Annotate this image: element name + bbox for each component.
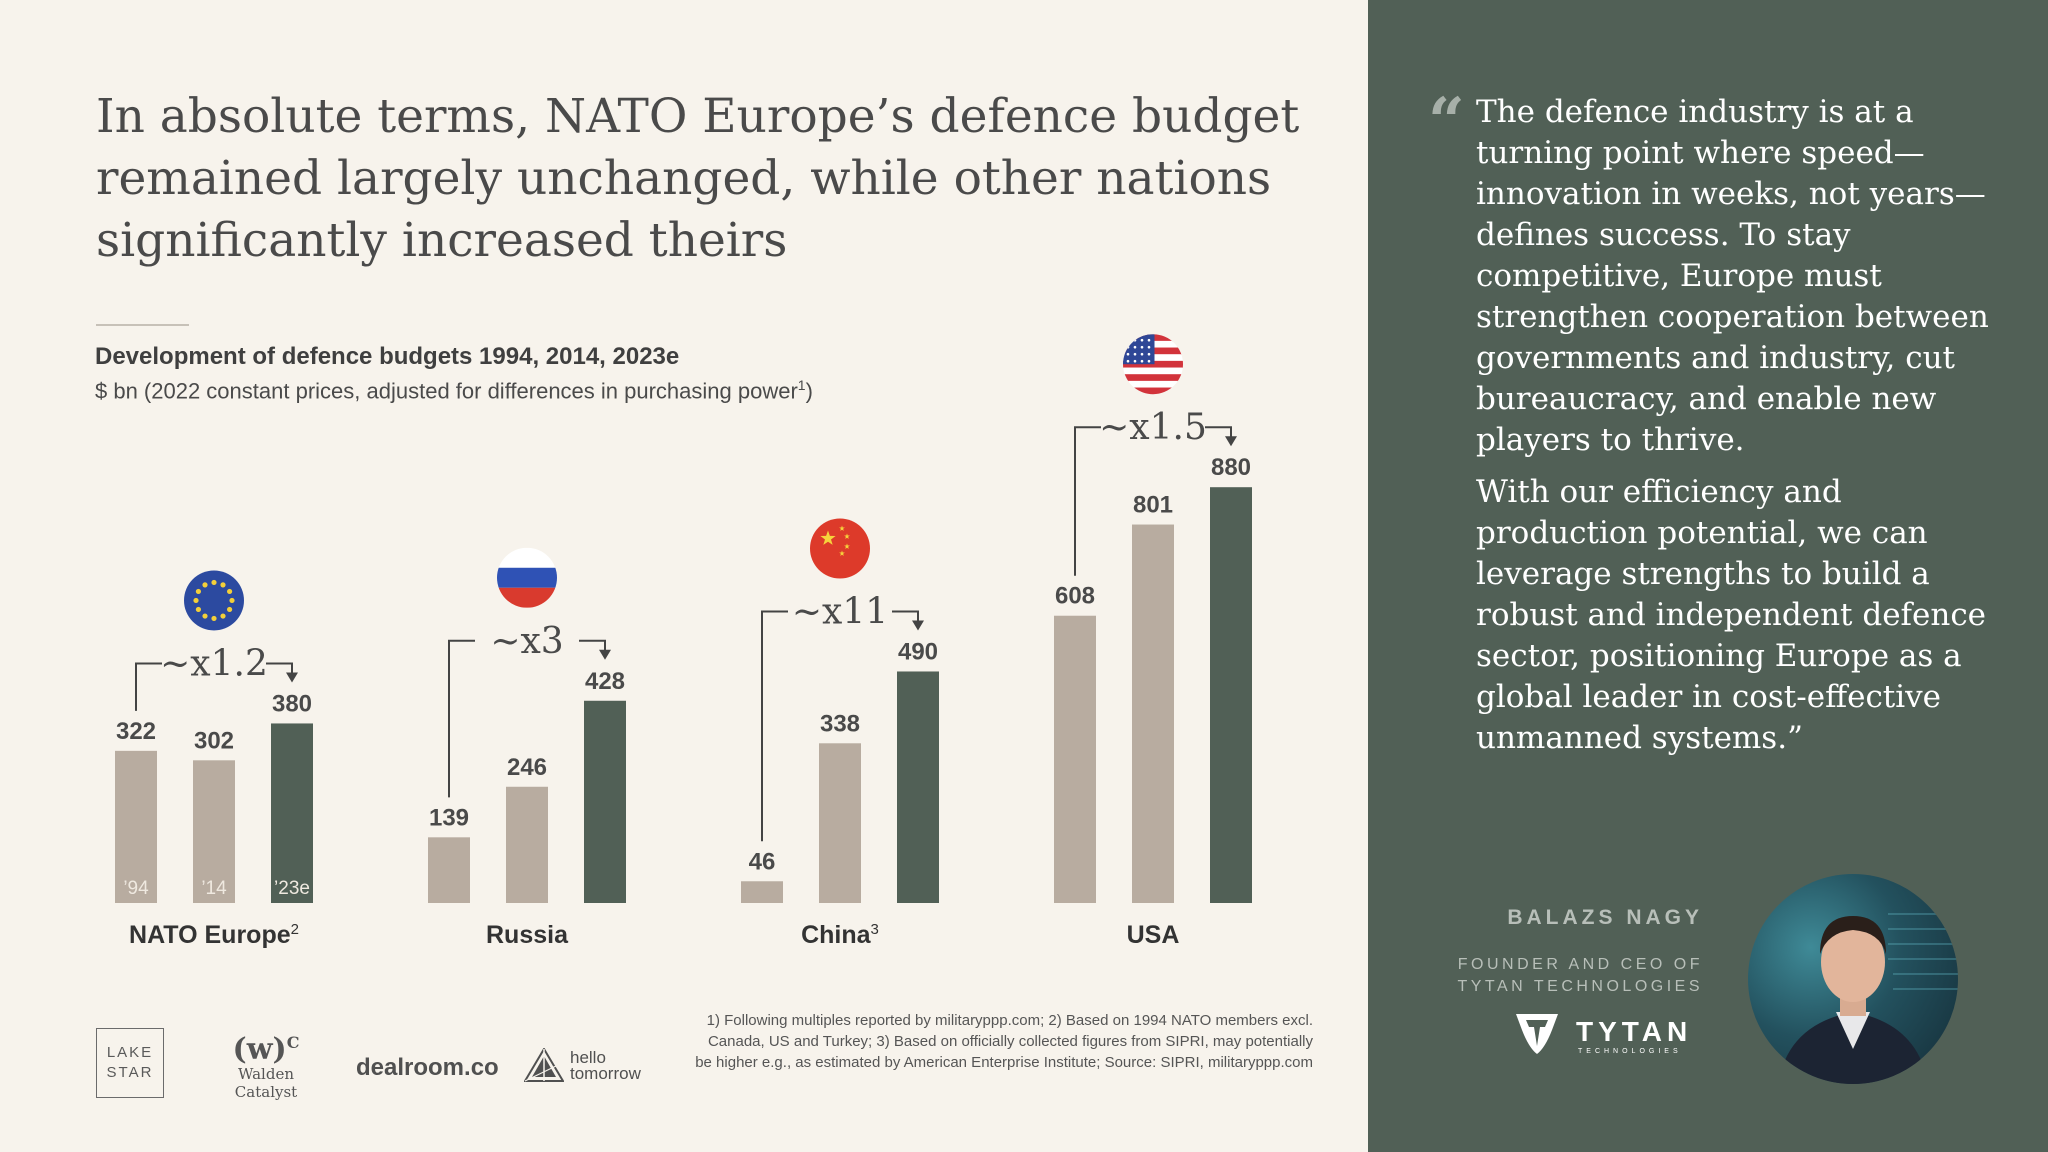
bar-china-2 bbox=[897, 671, 939, 903]
bar-value-label: 801 bbox=[1133, 492, 1173, 519]
multiplier-label: ~x1.2 bbox=[160, 643, 268, 684]
tytan-logo: TYTAN TECHNOLOGIES bbox=[1512, 1008, 1702, 1058]
speaker-info: BALAZS NAGY FOUNDER AND CEO OF TYTAN TEC… bbox=[1457, 906, 1703, 998]
walden-catalyst-logo: (w)C Walden Catalyst bbox=[232, 1032, 300, 1101]
title-divider bbox=[96, 324, 189, 326]
eu-flag-icon bbox=[184, 570, 244, 631]
hello-tomorrow-icon bbox=[523, 1047, 565, 1082]
bar-china-0 bbox=[741, 881, 783, 903]
bar-value-label: 139 bbox=[429, 804, 469, 831]
speaker-role: FOUNDER AND CEO OF TYTAN TECHNOLOGIES bbox=[1457, 956, 1703, 995]
category-label: USA bbox=[1127, 921, 1180, 949]
quote-mark-icon: “ bbox=[1428, 84, 1465, 159]
usa-flag-icon bbox=[1123, 334, 1183, 395]
bar-russia-1 bbox=[506, 786, 548, 903]
bar-value-label: 880 bbox=[1211, 454, 1251, 481]
year-label: ’23e bbox=[274, 878, 310, 899]
bar-value-label: 490 bbox=[898, 638, 938, 665]
quote-paragraph-2: With our efficiency and production poten… bbox=[1476, 474, 1987, 756]
bar-value-label: 428 bbox=[585, 668, 625, 695]
bar-nato-europe-2 bbox=[271, 723, 313, 903]
multiplier-label: ~x1.5 bbox=[1099, 407, 1207, 448]
bar-nato-europe-1 bbox=[193, 760, 235, 903]
defence-budget-chart: 322 ’94 302 ’14 380 ’23e NATO Europe2 ~x1.2 139 2… bbox=[115, 334, 1252, 949]
bar-usa-1 bbox=[1132, 524, 1174, 903]
category-label: Russia bbox=[486, 921, 569, 949]
bar-china-1 bbox=[819, 743, 861, 903]
chart-subtitle: Development of defence budgets 1994, 201… bbox=[95, 343, 680, 370]
tytan-shield-icon bbox=[1516, 1014, 1558, 1054]
hello-tomorrow-logo: hello tomorrow bbox=[523, 1047, 641, 1087]
multiplier-bracket bbox=[1074, 426, 1101, 576]
category-label: China3 bbox=[801, 921, 879, 949]
lake-star-logo: LAKE STAR bbox=[96, 1028, 164, 1098]
year-label: ’14 bbox=[201, 878, 227, 899]
multiplier-bracket bbox=[135, 662, 162, 711]
arrow-down-icon bbox=[912, 620, 924, 631]
quote-text: The defence industry is at a turning poi… bbox=[1476, 92, 1996, 770]
bar-russia-0 bbox=[428, 837, 470, 903]
bar-usa-2 bbox=[1210, 487, 1252, 903]
multiplier-label: ~x3 bbox=[490, 621, 563, 662]
page-title: In absolute terms, NATO Europe’s defence… bbox=[96, 89, 1300, 268]
multiplier-bracket bbox=[761, 610, 788, 842]
china-flag-icon bbox=[810, 518, 870, 579]
arrow-down-icon bbox=[286, 672, 298, 683]
dealroom-logo: dealroom.co bbox=[356, 1054, 499, 1081]
speaker-avatar bbox=[1748, 874, 1958, 1084]
chart-units: $ bn (2022 constant prices, adjusted for… bbox=[95, 377, 813, 404]
russia-flag-icon bbox=[497, 547, 557, 608]
speaker-name: BALAZS NAGY bbox=[1507, 906, 1703, 929]
bar-russia-2 bbox=[584, 700, 626, 903]
bar-value-label: 338 bbox=[820, 710, 860, 737]
multiplier-bracket bbox=[448, 639, 475, 798]
footnote: 1) Following multiples reported by milit… bbox=[695, 1012, 1313, 1071]
quote-paragraph-1: The defence industry is at a turning poi… bbox=[1476, 94, 1989, 458]
year-label: ’94 bbox=[123, 878, 149, 899]
bar-value-label: 246 bbox=[507, 754, 547, 781]
category-label: NATO Europe2 bbox=[129, 921, 299, 949]
bar-value-label: 322 bbox=[116, 718, 156, 745]
multiplier-label: ~x11 bbox=[792, 591, 888, 632]
bar-value-label: 608 bbox=[1055, 583, 1095, 610]
bar-value-label: 302 bbox=[194, 727, 234, 754]
arrow-down-icon bbox=[1225, 436, 1237, 447]
bar-value-label: 46 bbox=[749, 848, 776, 875]
bar-nato-europe-0 bbox=[115, 750, 157, 903]
arrow-down-icon bbox=[599, 649, 611, 660]
bar-usa-0 bbox=[1054, 615, 1096, 903]
bar-value-label: 380 bbox=[272, 690, 312, 717]
